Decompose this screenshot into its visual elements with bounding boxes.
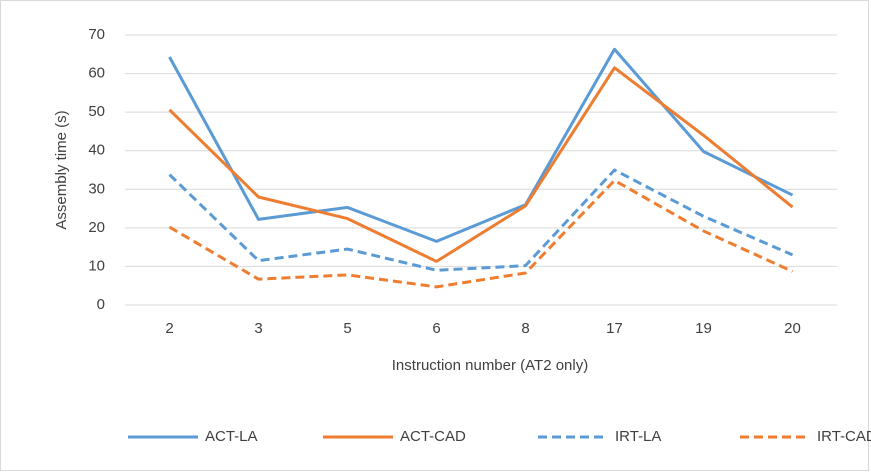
series-line <box>168 168 794 272</box>
y-tick-label: 40 <box>88 142 105 159</box>
x-tick-label: 3 <box>254 320 262 337</box>
y-tick-label: 20 <box>88 219 105 236</box>
legend-label: IRT-CAD <box>817 428 871 445</box>
series-line <box>168 66 794 263</box>
x-tick-label: 8 <box>521 320 529 337</box>
x-tick-label: 2 <box>165 320 173 337</box>
y-axis-label: Assembly time (s) <box>53 110 70 229</box>
x-tick-label: 5 <box>343 320 351 337</box>
x-axis-label: Instruction number (AT2 only) <box>392 357 588 374</box>
x-tick-label: 17 <box>606 320 623 337</box>
x-tick-label: 20 <box>784 320 801 337</box>
y-tick-label: 60 <box>88 65 105 82</box>
series-line <box>168 178 794 289</box>
y-tick-label: 70 <box>88 26 105 43</box>
y-tick-label: 50 <box>88 103 105 120</box>
y-tick-label: 30 <box>88 180 105 197</box>
x-tick-label: 19 <box>695 320 712 337</box>
legend-label: IRT-LA <box>615 428 661 445</box>
x-tick-label: 6 <box>432 320 440 337</box>
legend-label: ACT-CAD <box>400 428 466 445</box>
legend-label: ACT-LA <box>205 428 258 445</box>
y-tick-label: 0 <box>97 296 105 313</box>
y-tick-label: 10 <box>88 257 105 274</box>
series-line <box>168 47 794 243</box>
